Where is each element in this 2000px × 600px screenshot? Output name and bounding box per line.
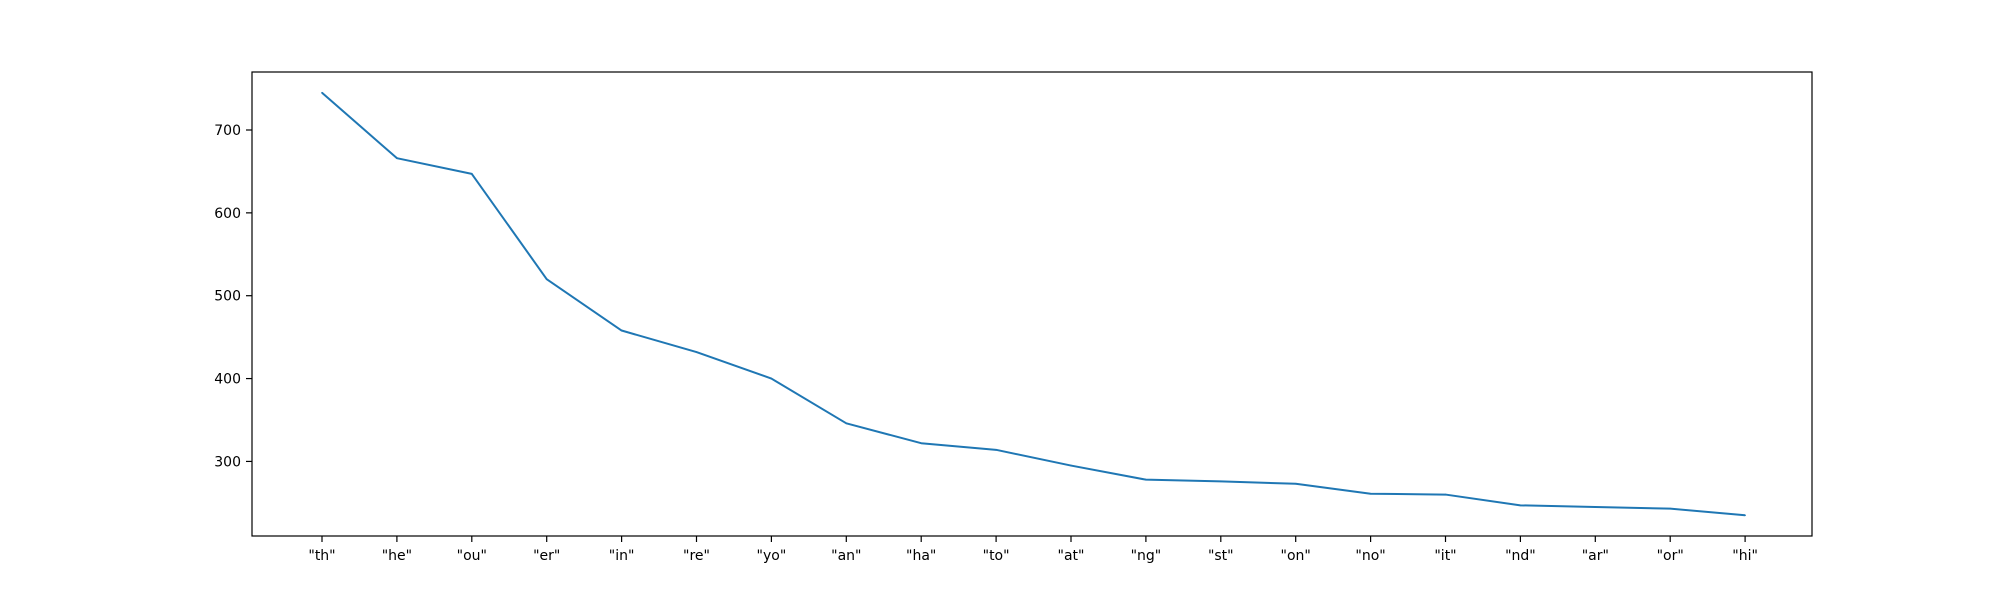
x-tick-label: "ha" <box>906 548 936 564</box>
data-point <box>920 442 922 445</box>
data-point <box>845 422 848 425</box>
data-point <box>396 157 398 159</box>
data-point <box>471 173 473 175</box>
y-tick-label: 700 <box>214 123 241 139</box>
y-tick-label: 500 <box>214 289 241 305</box>
data-point <box>620 329 623 332</box>
data-point <box>545 278 548 280</box>
x-tick-label: "hi" <box>1732 548 1758 564</box>
x-tick-label: "st" <box>1208 548 1234 564</box>
y-tick-label: 600 <box>214 206 241 222</box>
x-tick-label: "th" <box>308 548 335 564</box>
x-tick-label: "on" <box>1281 548 1311 564</box>
data-point <box>995 449 997 451</box>
data-point <box>1220 480 1222 483</box>
x-tick-label: "it" <box>1434 548 1456 564</box>
data-point <box>1070 464 1072 467</box>
x-tick-label: "er" <box>533 548 560 564</box>
data-point <box>1744 514 1746 517</box>
data-point <box>770 377 773 380</box>
x-tick-label: "at" <box>1058 548 1085 564</box>
x-tick-label: "to" <box>983 548 1010 564</box>
data-point <box>695 351 698 353</box>
data-point <box>1669 507 1671 510</box>
data-point <box>321 91 323 94</box>
data-point <box>1145 478 1147 481</box>
x-tick-label: "an" <box>831 548 861 564</box>
x-tick-label: "he" <box>382 548 412 564</box>
data-point <box>1594 506 1597 508</box>
plot-frame <box>251 71 1813 537</box>
x-tick-label: "re" <box>683 548 710 564</box>
x-tick-label: "ar" <box>1582 548 1609 564</box>
x-tick-label: "in" <box>609 548 635 564</box>
x-tick-label: "yo" <box>757 548 787 564</box>
series-line-0 <box>321 91 1746 517</box>
series-lines <box>321 91 1746 517</box>
x-axis: "th" "he" "ou" "er" "in" "re" "yo" "an" "ha" "to"… <box>308 536 1758 564</box>
data-point <box>1294 483 1297 485</box>
x-tick-label: "nd" <box>1505 548 1536 564</box>
x-tick-label: "ng" <box>1131 548 1162 564</box>
x-tick-label: "ou" <box>457 548 487 564</box>
data-point <box>1519 504 1522 507</box>
x-tick-label: "or" <box>1657 548 1684 564</box>
x-tick-label: "no" <box>1355 548 1385 564</box>
y-tick-label: 300 <box>214 454 241 470</box>
data-point <box>1369 492 1372 495</box>
y-tick-label: 400 <box>214 372 241 388</box>
y-axis: 300 400 500 600 700 <box>214 123 252 470</box>
data-point <box>1444 493 1447 496</box>
